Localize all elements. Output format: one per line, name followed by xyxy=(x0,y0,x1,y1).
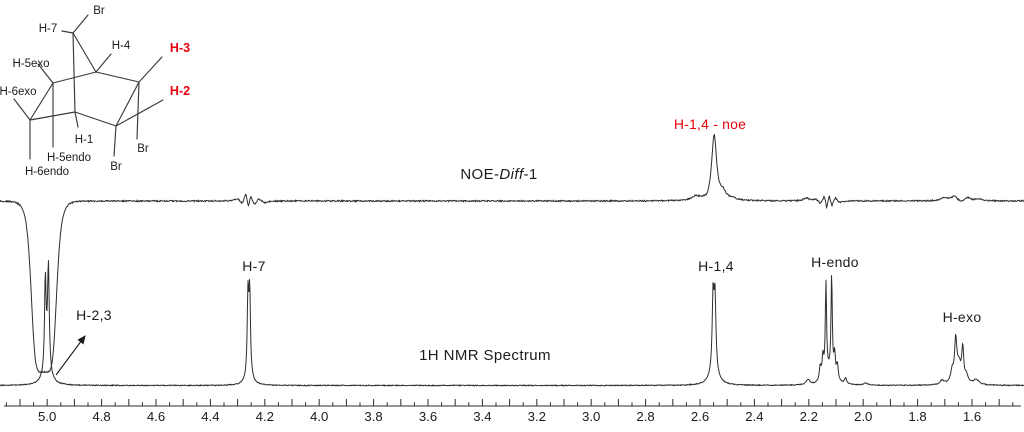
tick-label: 5.0 xyxy=(38,409,56,424)
bond xyxy=(72,14,89,34)
bond xyxy=(61,30,74,34)
bond xyxy=(136,81,140,140)
bond xyxy=(113,125,117,157)
bond xyxy=(115,99,164,127)
atom-label: H-5exo xyxy=(12,58,49,70)
atom-label: H-6exo xyxy=(0,86,37,98)
tick-label: 2.2 xyxy=(800,409,818,424)
peak-annotations: H-2,3 H-7 H-1,4 H-endo H-exo xyxy=(55,254,982,376)
proton-label-red: H-3 xyxy=(170,41,190,55)
tick-label: 2.0 xyxy=(854,409,872,424)
bond xyxy=(52,71,97,84)
tick-label: 2.4 xyxy=(745,409,763,424)
bond xyxy=(95,53,112,73)
tick-label: 3.4 xyxy=(473,409,491,424)
molecule-structure-diagram: Br H-7 H-4 H-3 H-5exo H-6exo H-2 H-1 H-5endo Br Br… xyxy=(0,5,190,178)
tick-label: 1.8 xyxy=(908,409,926,424)
nmr-spectrum-title: 1H NMR Spectrum xyxy=(419,347,551,364)
atom-label: H-6endo xyxy=(25,166,69,178)
noe-spectrum-title: NOE-Diff-1 xyxy=(460,166,537,183)
tick-label: 4.8 xyxy=(92,409,110,424)
proton-nmr-trace xyxy=(0,260,1024,387)
peak-label: H-2,3 xyxy=(76,307,112,323)
proton-label-red: H-2 xyxy=(170,84,190,98)
atom-label: Br xyxy=(93,5,105,17)
atom-label: H-4 xyxy=(112,40,131,52)
tick-label: 3.6 xyxy=(419,409,437,424)
tick-label: 2.8 xyxy=(636,409,654,424)
peak-label: H-7 xyxy=(242,258,265,274)
atom-label: H-5endo xyxy=(47,152,91,164)
peak-label: H-exo xyxy=(943,309,982,325)
bond xyxy=(115,81,140,127)
atom-label: H-7 xyxy=(39,23,58,35)
peak-label: H-1,4 xyxy=(698,258,734,274)
tick-label: 1.6 xyxy=(963,409,981,424)
atom-label: Br xyxy=(110,161,122,173)
noe-enhanced-peak-label: H-1,4 - noe xyxy=(674,116,746,132)
atom-label: H-1 xyxy=(75,134,94,146)
bond xyxy=(138,56,163,83)
tick-label: 3.2 xyxy=(528,409,546,424)
peak-label: H-endo xyxy=(811,254,859,270)
bond xyxy=(29,82,54,121)
tick-label: 4.0 xyxy=(310,409,328,424)
tick-label: 3.8 xyxy=(364,409,382,424)
ppm-axis: 5.0 4.8 4.6 4.4 4.2 4.0 3.8 3.6 3.4 3.2 3.0 2.8 2.6 2… xyxy=(4,399,1021,424)
spectrum-traces xyxy=(0,133,1024,387)
bond xyxy=(72,32,97,73)
bond xyxy=(95,71,140,83)
tick-label: 2.6 xyxy=(691,409,709,424)
annotation-arrow xyxy=(55,335,86,376)
noe-diff-trace xyxy=(0,133,1024,374)
bond xyxy=(37,63,54,84)
bond xyxy=(13,98,31,121)
tick-label: 4.4 xyxy=(201,409,219,424)
tick-label: 4.2 xyxy=(256,409,274,424)
atom-label: Br xyxy=(137,143,149,155)
bond xyxy=(72,32,76,113)
tick-label: 4.6 xyxy=(147,409,165,424)
tick-label: 3.0 xyxy=(582,409,600,424)
bond xyxy=(74,111,79,128)
bond xyxy=(74,111,117,127)
